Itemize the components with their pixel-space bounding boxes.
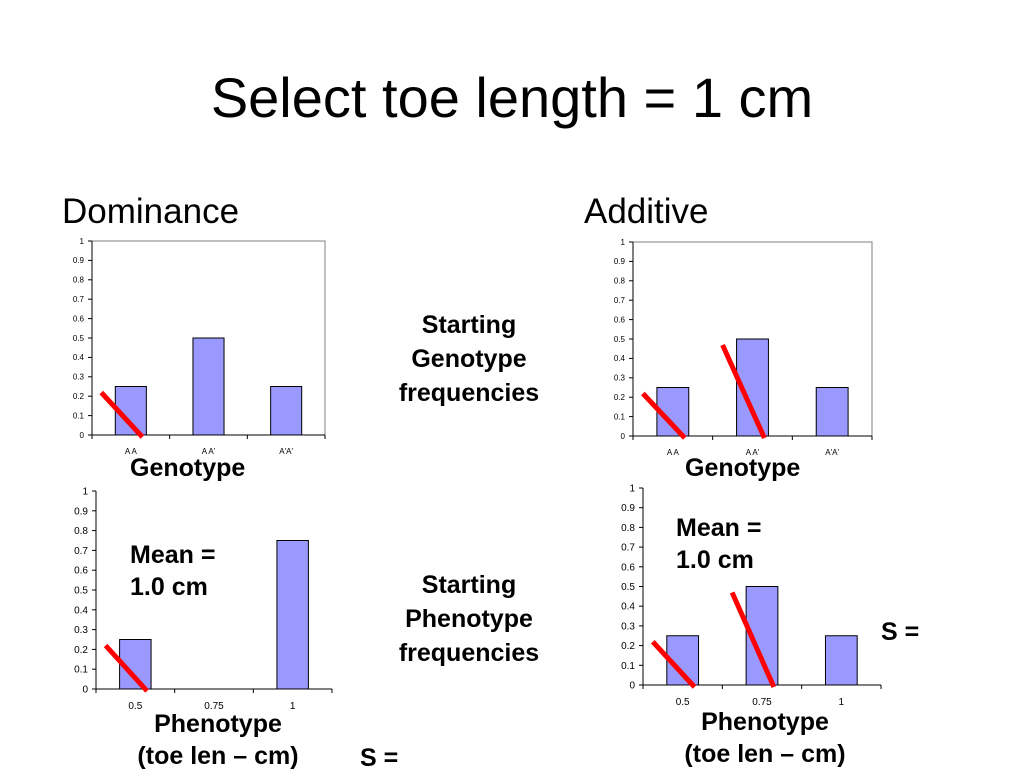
additive-phenotype-xlabel-line-2: (toe len – cm) xyxy=(684,740,846,768)
dominance-phenotype-y-tick-label: 1 xyxy=(82,487,88,498)
additive-phenotype-y-tick-label: 0.1 xyxy=(621,661,635,672)
dominance-genotype-y-tick-label: 0.3 xyxy=(73,373,85,382)
additive-phenotype-y-tick-label: 0.8 xyxy=(621,523,635,534)
dominance-genotype-xlabel: Genotype xyxy=(130,454,246,482)
additive-phenotype-category-label-1: 0.75 xyxy=(752,697,772,708)
additive-genotype-y-tick-label: 0.3 xyxy=(614,374,626,383)
starting-phenotype-line-2: Phenotype xyxy=(405,605,533,633)
additive-genotype-y-tick-label: 0.1 xyxy=(614,412,626,421)
additive-phenotype-xlabel-line-1: Phenotype xyxy=(701,708,829,736)
dominance-phenotype-y-tick-label: 0.5 xyxy=(74,586,88,597)
dominance-phenotype-y-tick-label: 0.6 xyxy=(74,566,88,577)
dominance-phenotype-category-label-2: 1 xyxy=(290,701,296,712)
additive-heading: Additive xyxy=(584,192,709,231)
dominance-phenotype-y-tick-label: 0.3 xyxy=(74,625,88,636)
dominance-genotype-category-label-2: A'A' xyxy=(279,447,293,456)
additive-phenotype-y-tick-label: 1 xyxy=(629,484,635,495)
additive-genotype-cross-out-1 xyxy=(720,343,767,440)
dominance-phenotype-y-tick-label: 0.4 xyxy=(74,605,88,616)
dominance-genotype-y-tick-label: 0.6 xyxy=(73,314,85,323)
dominance-mean-line-2: 1.0 cm xyxy=(130,573,208,601)
additive-phenotype-bar-2 xyxy=(824,635,858,686)
additive-phenotype-y-tick-label: 0.4 xyxy=(621,602,635,613)
starting-genotype-line-1: Starting xyxy=(421,311,517,339)
additive-phenotype-y-tick-label: 0.9 xyxy=(621,503,635,514)
starting-genotype-line-2: Genotype xyxy=(411,345,527,373)
dominance-phenotype-xlabel-line-1: Phenotype xyxy=(154,710,282,738)
dominance-genotype-y-tick-label: 0 xyxy=(80,431,85,440)
dominance-phenotype-xlabel-line-2: (toe len – cm) xyxy=(137,742,299,770)
dominance-genotype-y-tick-label: 0.4 xyxy=(73,353,85,362)
dominance-phenotype-xlabel: Phenotype (toe len – cm) xyxy=(98,708,338,772)
additive-phenotype-y-tick-label: 0 xyxy=(629,681,635,692)
additive-s-label: S = xyxy=(881,618,920,646)
additive-phenotype-xlabel: Phenotype (toe len – cm) xyxy=(645,706,885,770)
additive-genotype-y-tick-label: 0.6 xyxy=(614,315,626,324)
dominance-phenotype-y-tick-label: 0.7 xyxy=(74,546,88,557)
dominance-genotype-y-tick-label: 0.9 xyxy=(73,256,85,265)
additive-phenotype-y-tick-label: 0.2 xyxy=(621,641,635,652)
dominance-genotype-y-tick-label: 0.5 xyxy=(73,334,85,343)
dominance-phenotype-y-tick-label: 0.2 xyxy=(74,645,88,656)
dominance-s-label: S = xyxy=(360,744,399,772)
additive-genotype-y-tick-label: 0.4 xyxy=(614,354,626,363)
dominance-phenotype-y-tick-label: 0 xyxy=(82,685,88,696)
additive-mean-annotation: Mean = 1.0 cm xyxy=(676,512,761,576)
additive-phenotype-cross-out-1 xyxy=(729,591,777,689)
additive-genotype-category-label-1: A A' xyxy=(746,448,760,457)
dominance-genotype-y-tick-label: 0.7 xyxy=(73,295,85,304)
dominance-genotype-bar-1 xyxy=(192,337,225,436)
dominance-phenotype-y-tick-label: 0.1 xyxy=(74,665,88,676)
additive-mean-line-1: Mean = xyxy=(676,514,762,542)
dominance-genotype-y-tick-label: 0.1 xyxy=(73,411,85,420)
additive-genotype-y-tick-label: 0.5 xyxy=(614,335,626,344)
dominance-phenotype-category-label-0: 0.5 xyxy=(128,701,142,712)
dominance-genotype-y-tick-label: 0.2 xyxy=(73,392,85,401)
dominance-genotype-category-label-0: A A xyxy=(125,447,138,456)
slide-title: Select toe length = 1 cm xyxy=(210,66,814,129)
starting-phenotype-line-3: frequencies xyxy=(398,639,540,667)
additive-genotype-y-tick-label: 0.9 xyxy=(614,257,626,266)
dominance-phenotype-category-label-1: 0.75 xyxy=(204,701,224,712)
additive-mean-line-2: 1.0 cm xyxy=(676,546,754,574)
additive-genotype-category-label-0: A A xyxy=(667,448,680,457)
dominance-genotype-bar-2 xyxy=(270,386,303,436)
dominance-phenotype-y-tick-label: 0.9 xyxy=(74,506,88,517)
starting-genotype-line-3: frequencies xyxy=(398,379,540,407)
starting-phenotype-label: Starting Phenotype frequencies xyxy=(369,568,569,670)
additive-phenotype-y-tick-label: 0.7 xyxy=(621,543,635,554)
additive-phenotype-y-tick-label: 0.6 xyxy=(621,562,635,573)
additive-genotype-bar-2 xyxy=(815,387,849,437)
additive-phenotype-cross-out-0 xyxy=(650,640,697,689)
dominance-phenotype-cross-out-0 xyxy=(103,643,149,693)
dominance-phenotype-bar-2 xyxy=(276,540,309,690)
additive-genotype-y-tick-label: 0.2 xyxy=(614,393,626,402)
dominance-genotype-y-tick-label: 0.8 xyxy=(73,276,85,285)
dominance-mean-line-1: Mean = xyxy=(130,541,216,569)
additive-genotype-cross-out-0 xyxy=(641,391,687,440)
dominance-phenotype-y-tick-label: 0.8 xyxy=(74,526,88,537)
additive-genotype-y-tick-label: 1 xyxy=(621,238,626,247)
additive-genotype-xlabel: Genotype xyxy=(685,454,801,482)
dominance-genotype-cross-out-0 xyxy=(99,390,145,439)
dominance-heading: Dominance xyxy=(62,192,240,231)
dominance-genotype-category-label-1: A A' xyxy=(202,447,216,456)
additive-genotype-y-tick-label: 0.7 xyxy=(614,296,626,305)
dominance-mean-annotation: Mean = 1.0 cm xyxy=(130,539,215,603)
additive-genotype-y-tick-label: 0 xyxy=(621,432,626,441)
additive-genotype-category-label-2: A'A' xyxy=(825,448,839,457)
additive-phenotype-category-label-2: 1 xyxy=(839,697,845,708)
additive-phenotype-category-label-0: 0.5 xyxy=(676,697,690,708)
starting-phenotype-line-1: Starting xyxy=(421,571,517,599)
dominance-genotype-y-tick-label: 1 xyxy=(80,237,85,246)
additive-genotype-y-tick-label: 0.8 xyxy=(614,277,626,286)
additive-phenotype-y-tick-label: 0.3 xyxy=(621,621,635,632)
starting-genotype-label: Starting Genotype frequencies xyxy=(369,308,569,410)
additive-phenotype-y-tick-label: 0.5 xyxy=(621,582,635,593)
